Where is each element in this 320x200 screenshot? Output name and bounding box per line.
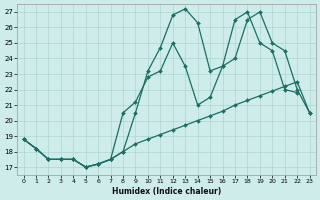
X-axis label: Humidex (Indice chaleur): Humidex (Indice chaleur) xyxy=(112,187,221,196)
